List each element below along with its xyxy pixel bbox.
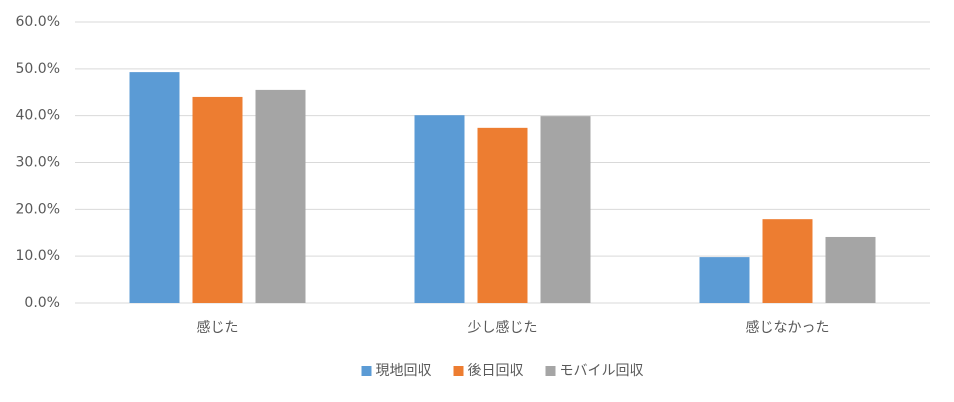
x-tick-label: 少し感じた [468,319,538,336]
y-tick-label: 0.0% [24,295,60,311]
legend-swatch [361,366,372,376]
y-tick-label: 40.0% [16,108,60,124]
bar [477,127,528,304]
legend-label: モバイル回収 [560,363,644,379]
y-tick-label: 60.0% [16,14,60,30]
bar [129,72,180,303]
y-tick-label: 50.0% [16,61,60,77]
bar [762,219,813,303]
bar [255,89,306,304]
bar [414,115,465,303]
x-tick-label: 感じなかった [746,319,830,336]
bar [825,236,876,303]
legend-swatch [545,366,556,376]
legend-label: 後日回収 [468,363,524,379]
bar [540,116,591,303]
x-tick-label: 感じた [197,319,239,336]
y-tick-label: 20.0% [16,201,60,217]
bar [699,257,750,303]
y-tick-label: 30.0% [16,155,60,171]
bar [192,96,243,303]
legend-swatch [453,366,464,376]
y-tick-label: 10.0% [16,248,60,264]
legend-label: 現地回収 [376,363,432,379]
